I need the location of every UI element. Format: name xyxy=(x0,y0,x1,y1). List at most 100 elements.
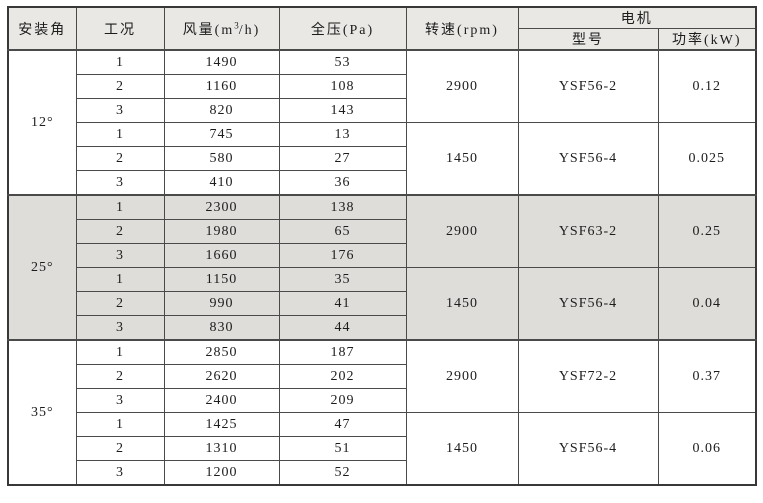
condition-cell: 2 xyxy=(75,291,165,316)
table-row: 3 820 143 xyxy=(8,98,756,123)
pressure-cell: 209 xyxy=(278,388,407,413)
header-airflow-suffix: /h) xyxy=(238,22,261,38)
airflow-cell: 2400 xyxy=(163,388,280,413)
pressure-cell: 47 xyxy=(278,412,407,437)
table-row: 25° 1 2300 138 2900 YSF63-2 0.25 xyxy=(7,194,757,341)
airflow-cell: 990 xyxy=(163,291,280,316)
pressure-cell: 143 xyxy=(278,98,407,123)
rpm-cell: 1450 xyxy=(405,122,519,196)
header-motor-group: 电机 xyxy=(517,6,757,29)
condition-cell: 2 xyxy=(75,219,165,244)
airflow-cell: 745 xyxy=(163,122,280,147)
pressure-cell: 202 xyxy=(278,364,407,389)
table-row: 12° 1 1490 53 2900 YSF56-2 0.12 xyxy=(7,49,757,196)
model-cell: YSF72-2 xyxy=(517,339,659,413)
condition-cell: 1 xyxy=(75,339,165,365)
table-row: 3 830 44 xyxy=(8,315,756,341)
table-row: 2 580 27 xyxy=(8,146,756,171)
table-row: 3 1200 52 xyxy=(8,460,756,486)
table-row: 2 1310 51 xyxy=(8,436,756,461)
section-35deg: 35° 1 2850 187 2900 YSF72-2 0.37 2 2620 … xyxy=(7,339,757,486)
power-cell: 0.12 xyxy=(657,49,757,123)
airflow-cell: 2850 xyxy=(163,339,280,365)
pressure-cell: 13 xyxy=(278,122,407,147)
pressure-cell: 53 xyxy=(278,49,407,75)
airflow-cell: 820 xyxy=(163,98,280,123)
pressure-cell: 36 xyxy=(278,170,407,196)
pressure-cell: 176 xyxy=(278,243,407,268)
airflow-cell: 1160 xyxy=(163,74,280,99)
pressure-cell: 65 xyxy=(278,219,407,244)
condition-cell: 2 xyxy=(75,74,165,99)
table-row: 1 1150 35 1450 YSF56-4 0.04 xyxy=(8,267,757,341)
condition-cell: 2 xyxy=(75,364,165,389)
table-row: 2 2620 202 xyxy=(8,364,756,389)
pressure-cell: 44 xyxy=(278,315,407,341)
pressure-cell: 52 xyxy=(278,460,407,486)
airflow-cell: 2620 xyxy=(163,364,280,389)
pressure-cell: 108 xyxy=(278,74,407,99)
airflow-cell: 2300 xyxy=(163,194,280,220)
header-motor-model: 型号 xyxy=(517,28,659,51)
airflow-cell: 1310 xyxy=(163,436,280,461)
header-airflow-prefix: 风量(m xyxy=(182,22,235,38)
condition-cell: 2 xyxy=(75,146,165,171)
rpm-cell: 1450 xyxy=(405,412,519,486)
table-row: 1 1425 47 1450 YSF56-4 0.06 xyxy=(8,412,757,486)
condition-cell: 1 xyxy=(75,267,165,292)
power-cell: 0.04 xyxy=(657,267,757,341)
angle-cell: 12° xyxy=(7,49,77,196)
section-25deg: 25° 1 2300 138 2900 YSF63-2 0.25 2 1980 … xyxy=(7,194,757,341)
airflow-cell: 410 xyxy=(163,170,280,196)
condition-cell: 3 xyxy=(75,460,165,486)
angle-cell: 35° xyxy=(7,339,77,486)
pressure-cell: 138 xyxy=(278,194,407,220)
model-cell: YSF56-4 xyxy=(517,267,659,341)
rpm-cell: 1450 xyxy=(405,267,519,341)
model-cell: YSF56-2 xyxy=(517,49,659,123)
power-cell: 0.025 xyxy=(657,122,757,196)
model-cell: YSF63-2 xyxy=(517,194,659,268)
airflow-cell: 1150 xyxy=(163,267,280,292)
condition-cell: 1 xyxy=(75,122,165,147)
airflow-cell: 1200 xyxy=(163,460,280,486)
rpm-cell: 2900 xyxy=(405,49,519,123)
table-row: 3 2400 209 xyxy=(8,388,756,413)
pressure-cell: 187 xyxy=(278,339,407,365)
condition-cell: 3 xyxy=(75,98,165,123)
header-angle: 安装角 xyxy=(7,6,77,51)
power-cell: 0.37 xyxy=(657,339,757,413)
header-pressure: 全压(Pa) xyxy=(278,6,407,51)
airflow-cell: 1980 xyxy=(163,219,280,244)
condition-cell: 3 xyxy=(75,315,165,341)
airflow-cell: 1425 xyxy=(163,412,280,437)
power-cell: 0.06 xyxy=(657,412,757,486)
pressure-cell: 27 xyxy=(278,146,407,171)
airflow-cell: 830 xyxy=(163,315,280,341)
airflow-cell: 1660 xyxy=(163,243,280,268)
table-row: 35° 1 2850 187 2900 YSF72-2 0.37 xyxy=(7,339,757,486)
condition-cell: 1 xyxy=(75,49,165,75)
fan-spec-table: 安装角 工况 风量(m3/h) 全压(Pa) 转速(rpm) 电机 型号 功率(… xyxy=(7,6,757,486)
condition-cell: 1 xyxy=(75,412,165,437)
condition-cell: 3 xyxy=(75,243,165,268)
airflow-cell: 1490 xyxy=(163,49,280,75)
rpm-cell: 2900 xyxy=(405,339,519,413)
table-header: 安装角 工况 风量(m3/h) 全压(Pa) 转速(rpm) 电机 型号 功率(… xyxy=(7,6,757,51)
airflow-cell: 580 xyxy=(163,146,280,171)
rpm-cell: 2900 xyxy=(405,194,519,268)
header-airflow: 风量(m3/h) xyxy=(163,6,280,51)
pressure-cell: 51 xyxy=(278,436,407,461)
table-row: 3 410 36 xyxy=(8,170,756,196)
header-condition: 工况 xyxy=(75,6,165,51)
header-speed: 转速(rpm) xyxy=(405,6,519,51)
table-row: 2 1160 108 xyxy=(8,74,756,99)
table-row: 2 990 41 xyxy=(8,291,756,316)
header-motor-power: 功率(kW) xyxy=(657,28,757,51)
condition-cell: 3 xyxy=(75,170,165,196)
table-row: 3 1660 176 xyxy=(8,243,756,268)
condition-cell: 1 xyxy=(75,194,165,220)
angle-cell: 25° xyxy=(7,194,77,341)
header-airflow-superscript: 3 xyxy=(234,19,239,30)
pressure-cell: 35 xyxy=(278,267,407,292)
